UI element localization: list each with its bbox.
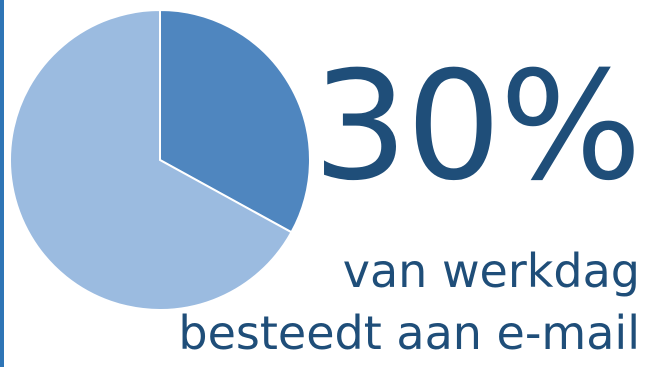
percent-value: 30% [312, 40, 642, 214]
caption-line-1: van werkdag [342, 244, 640, 298]
left-border [0, 0, 4, 367]
pie-slice-rest [9, 8, 293, 311]
pie-slice-email [159, 8, 311, 234]
caption-line-2: besteedt aan e-mail [178, 306, 640, 360]
